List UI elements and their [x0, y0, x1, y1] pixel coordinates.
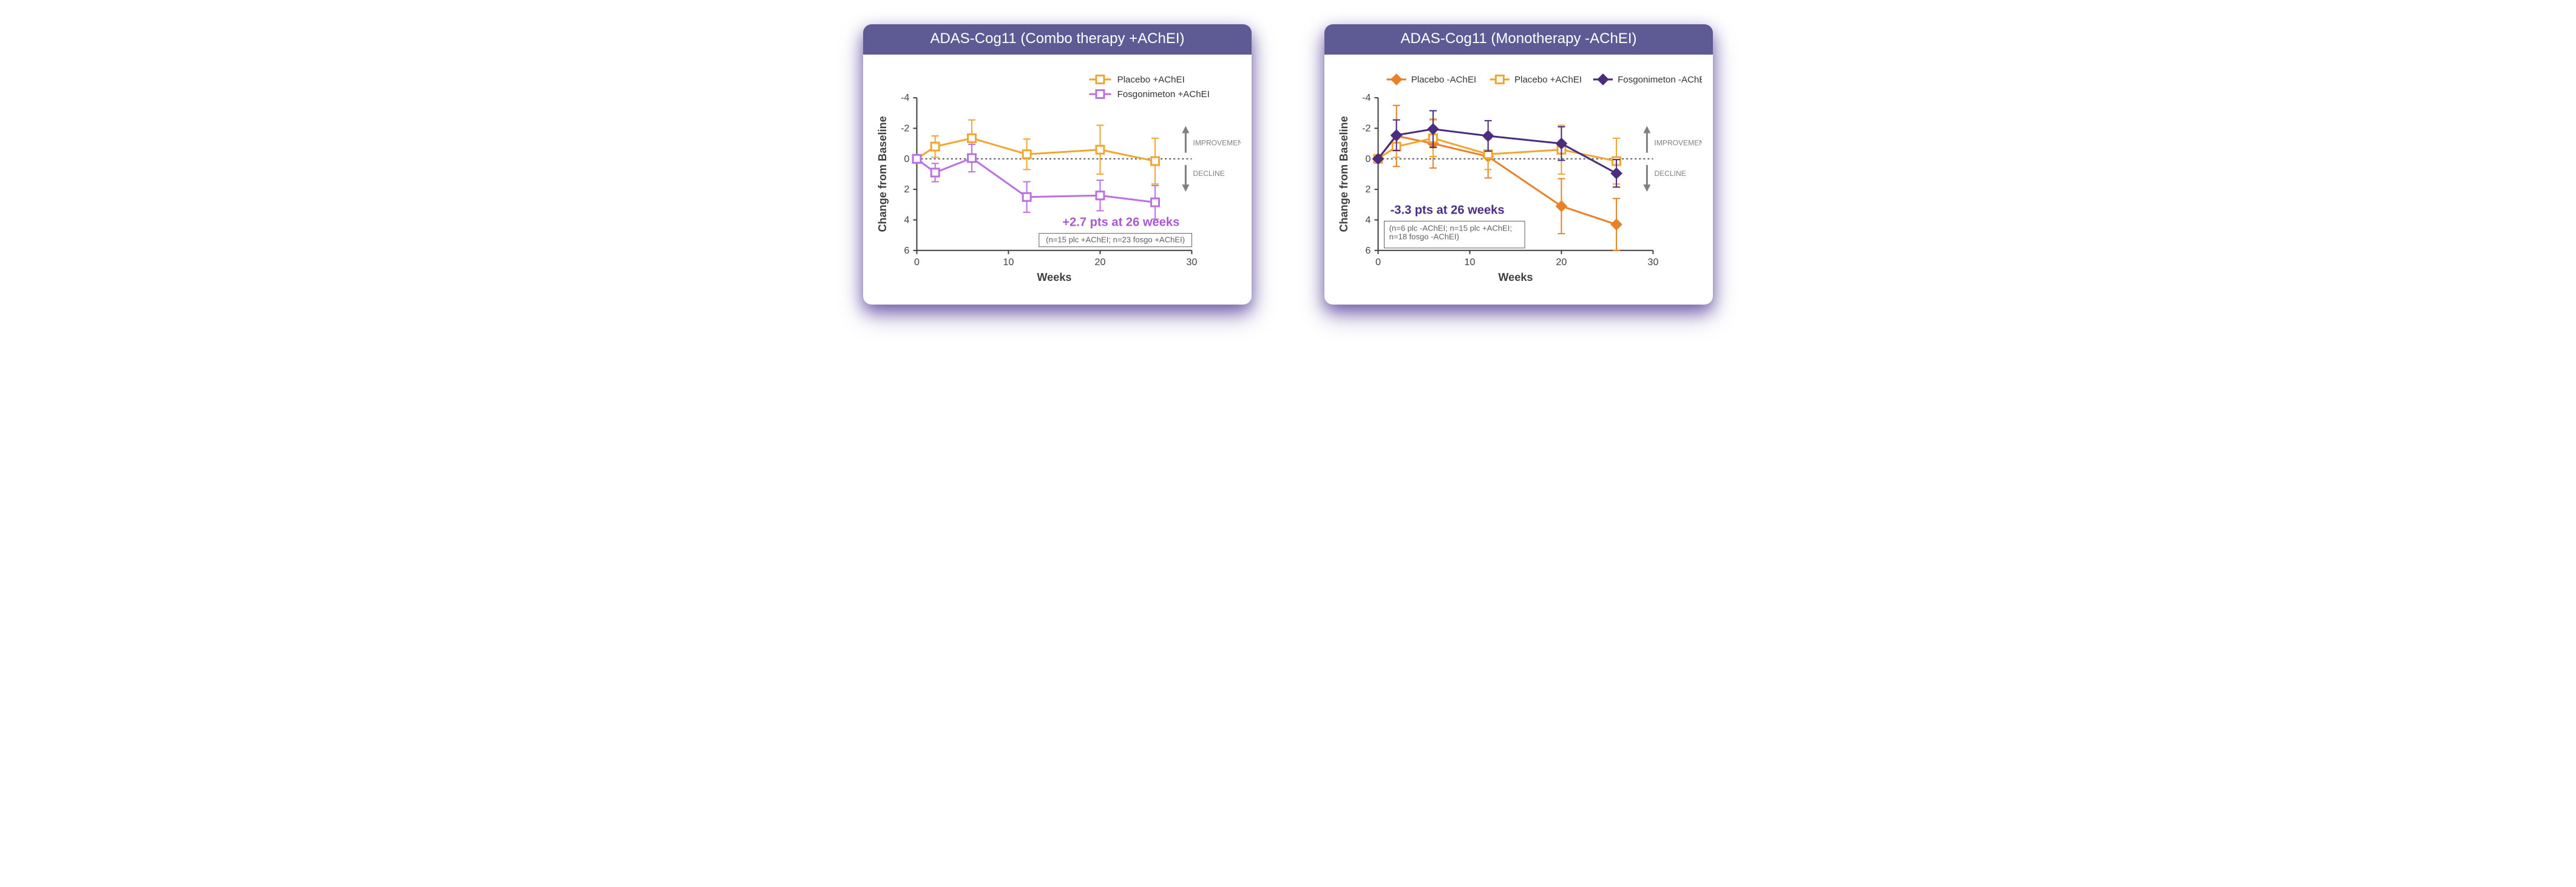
- svg-text:Placebo -AChEI: Placebo -AChEI: [1411, 75, 1476, 85]
- svg-text:Weeks: Weeks: [1037, 271, 1071, 283]
- svg-text:6: 6: [1365, 245, 1371, 256]
- svg-text:Placebo +AChEI: Placebo +AChEI: [1117, 75, 1185, 85]
- panel-combo: ADAS-Cog11 (Combo therapy +AChEI) -4 -2 0 2…: [863, 24, 1252, 305]
- svg-text:20: 20: [1556, 257, 1567, 268]
- svg-text:6: 6: [904, 245, 909, 256]
- svg-text:+2.7 pts at 26 weeks: +2.7 pts at 26 weeks: [1062, 216, 1179, 229]
- svg-text:Placebo +AChEI: Placebo +AChEI: [1514, 75, 1582, 85]
- svg-text:0: 0: [1365, 153, 1371, 164]
- svg-text:30: 30: [1648, 257, 1659, 268]
- svg-text:10: 10: [1465, 257, 1476, 268]
- svg-text:-2: -2: [1362, 123, 1371, 134]
- svg-text:-2: -2: [901, 123, 909, 134]
- svg-text:(n=15 plc +AChEI; n=23 fosgo +: (n=15 plc +AChEI; n=23 fosgo +AChEI): [1046, 235, 1185, 245]
- svg-text:DECLINE: DECLINE: [1193, 169, 1224, 178]
- svg-text:0: 0: [1375, 257, 1381, 268]
- panel-mono: ADAS-Cog11 (Monotherapy -AChEI) -4 -2 0 2 4 6…: [1324, 24, 1713, 305]
- svg-text:n=18 fosgo -AChEI): n=18 fosgo -AChEI): [1389, 232, 1459, 241]
- svg-text:2: 2: [904, 184, 909, 195]
- svg-text:(n=6 plc -AChEI; n=15 plc +ACh: (n=6 plc -AChEI; n=15 plc +AChEI;: [1389, 224, 1512, 233]
- chart-combo: -4-202460102030IMPROVEMENTDECLINEWeeksCh…: [874, 62, 1241, 292]
- panel-title: ADAS-Cog11 (Monotherapy -AChEI): [1324, 24, 1713, 55]
- chart-mono: -4-202460102030IMPROVEMENTDECLINEWeeksCh…: [1335, 62, 1702, 292]
- svg-text:Change from Baseline: Change from Baseline: [1338, 116, 1350, 232]
- svg-text:0: 0: [904, 153, 909, 164]
- svg-text:Change from Baseline: Change from Baseline: [876, 116, 889, 232]
- svg-text:Fosgonimeton -AChEI: Fosgonimeton -AChEI: [1618, 75, 1702, 85]
- svg-text:0: 0: [914, 257, 920, 268]
- svg-text:20: 20: [1095, 257, 1106, 268]
- svg-text:4: 4: [1365, 215, 1371, 226]
- svg-text:DECLINE: DECLINE: [1654, 169, 1686, 178]
- svg-text:4: 4: [904, 215, 909, 226]
- svg-text:Fosgonimeton +AChEI: Fosgonimeton +AChEI: [1117, 89, 1210, 99]
- panels-container: ADAS-Cog11 (Combo therapy +AChEI) -4 -2 0 2…: [24, 24, 2552, 305]
- svg-text:10: 10: [1003, 257, 1014, 268]
- panel-title: ADAS-Cog11 (Combo therapy +AChEI): [863, 24, 1252, 55]
- svg-text:30: 30: [1187, 257, 1198, 268]
- svg-text:IMPROVEMENT: IMPROVEMENT: [1193, 139, 1241, 147]
- svg-text:Weeks: Weeks: [1498, 271, 1533, 283]
- svg-text:IMPROVEMENT: IMPROVEMENT: [1654, 139, 1702, 147]
- svg-text:-4: -4: [901, 92, 909, 103]
- svg-text:2: 2: [1365, 184, 1371, 195]
- svg-text:-4: -4: [1362, 92, 1371, 103]
- svg-text:-3.3 pts at 26 weeks: -3.3 pts at 26 weeks: [1391, 203, 1505, 217]
